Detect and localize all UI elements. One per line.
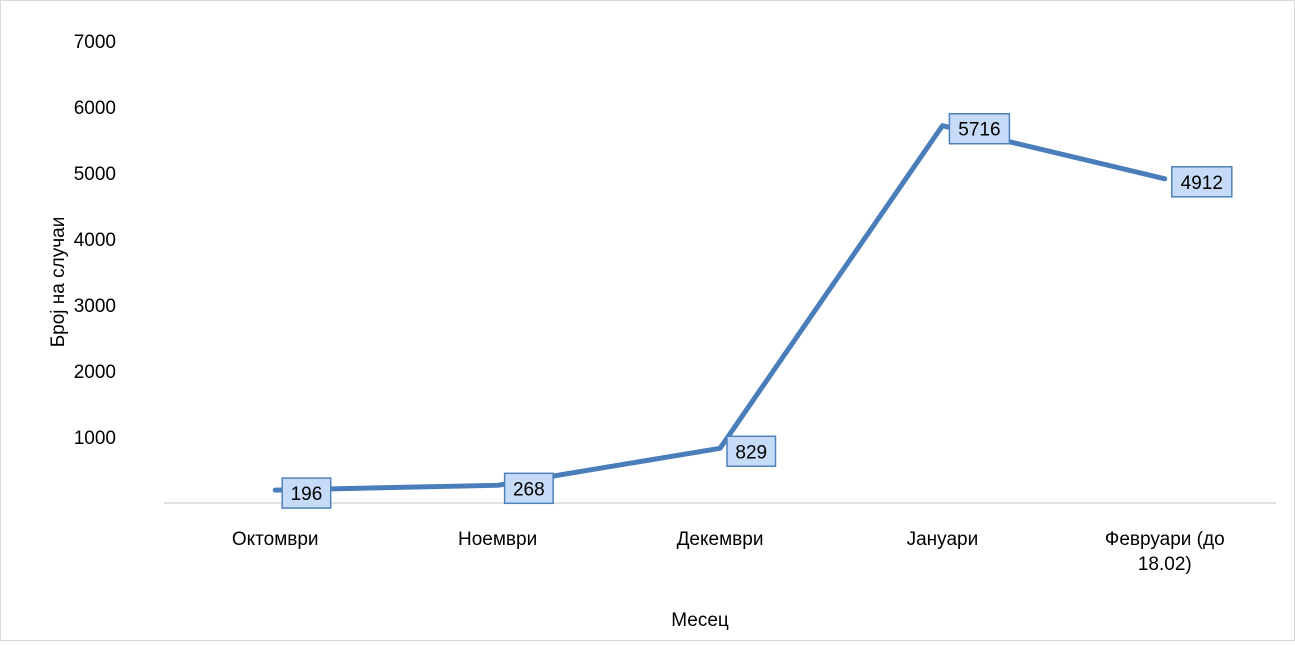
data-label-box bbox=[948, 112, 1011, 145]
y-axis-title: Број на случаи bbox=[48, 217, 69, 348]
data-label: 268 bbox=[503, 472, 554, 505]
data-label-text: 829 bbox=[735, 442, 767, 463]
data-label-text: 196 bbox=[291, 484, 323, 505]
y-tick-label: 6000 bbox=[74, 98, 116, 119]
data-label-text: 5716 bbox=[958, 120, 1000, 141]
data-label-box bbox=[503, 472, 554, 505]
data-label: 5716 bbox=[948, 112, 1011, 145]
y-tick-label: 3000 bbox=[74, 296, 116, 317]
x-tick-label: Октомври bbox=[232, 529, 319, 550]
x-tick-label: Ноември bbox=[458, 529, 537, 550]
y-tick-label: 7000 bbox=[74, 32, 116, 53]
series-line bbox=[272, 123, 1168, 493]
y-tick-label: 4000 bbox=[74, 230, 116, 251]
data-label-box bbox=[281, 477, 332, 509]
data-label-box bbox=[726, 435, 777, 468]
y-tick-label: 2000 bbox=[74, 362, 116, 383]
x-axis-title: Месец bbox=[671, 610, 729, 631]
x-tick-label: Декември bbox=[677, 529, 764, 550]
data-label-text: 4912 bbox=[1181, 173, 1223, 194]
data-label-text: 268 bbox=[513, 479, 545, 500]
y-tick-label: 1000 bbox=[74, 428, 116, 449]
x-tick-label: Февруари (до 18.02) bbox=[1105, 529, 1225, 575]
y-tick-label: 5000 bbox=[74, 164, 116, 185]
data-label-box bbox=[1171, 166, 1233, 198]
data-label: 829 bbox=[726, 435, 777, 468]
x-tick-label: Јануари bbox=[907, 529, 979, 550]
data-label: 196 bbox=[281, 477, 332, 509]
data-label: 4912 bbox=[1171, 166, 1233, 198]
